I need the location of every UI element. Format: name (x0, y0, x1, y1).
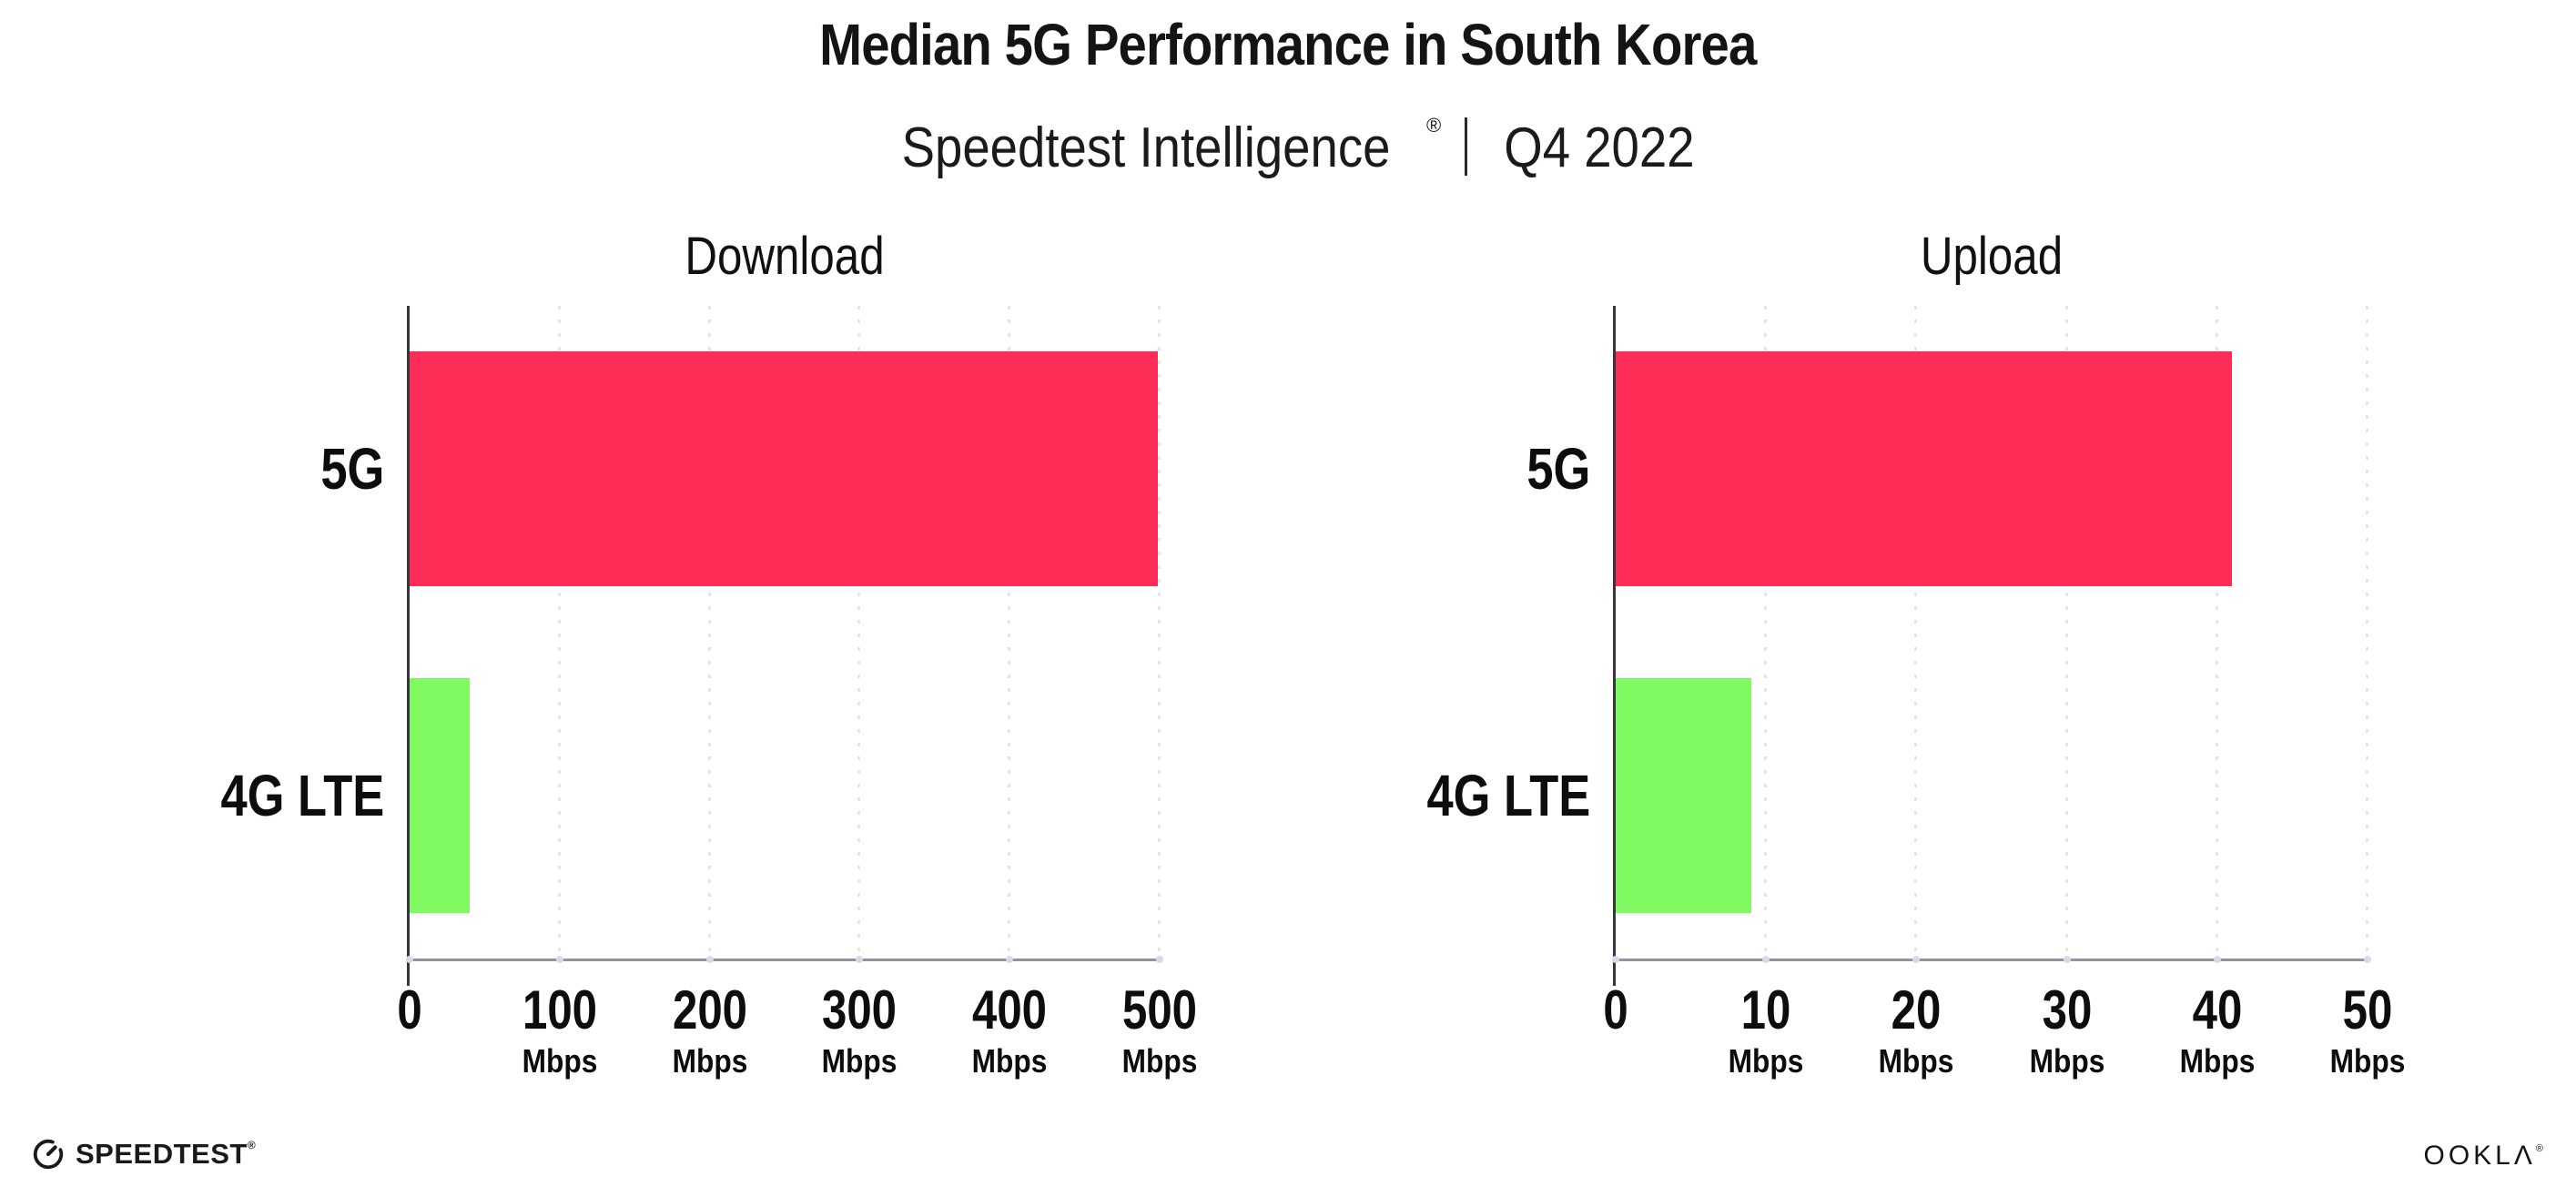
y-axis-label-5g: 5G (319, 436, 384, 502)
x-tick-100: 100 Mbps (514, 982, 605, 1079)
speedtest-registered-mark: ® (247, 1139, 257, 1151)
axis-tick-dot (1612, 956, 1619, 963)
gridline-50 (2366, 306, 2368, 959)
x-tick-unit: Mbps (822, 1042, 898, 1080)
bar-4g-lte-upload (1616, 678, 1751, 913)
x-tick-unit: Mbps (522, 1042, 598, 1080)
x-tick-300: 300 Mbps (814, 982, 905, 1079)
x-tick-unit: Mbps (1728, 1042, 1804, 1080)
x-tick-500: 500 Mbps (1114, 982, 1205, 1079)
subtitle-separator (1465, 117, 1468, 176)
gridline-10 (1764, 306, 1768, 959)
chart-title-download: Download (685, 227, 885, 286)
axis-tick-dot (1006, 956, 1014, 963)
page-title-text: Median 5G Performance in South Korea (819, 12, 1757, 77)
x-tick-20: 20 Mbps (1873, 982, 1959, 1079)
subtitle-brand: Speedtest Intelligence (901, 117, 1391, 179)
x-tick-200: 200 Mbps (664, 982, 756, 1079)
chart-title-upload: Upload (1920, 227, 2064, 286)
axis-tick-dot (1156, 956, 1163, 963)
x-tick-value: 0 (1603, 979, 1628, 1040)
x-tick-10: 10 Mbps (1723, 982, 1809, 1079)
ookla-registered-mark: ® (2535, 1143, 2543, 1154)
x-tick-0: 0 (394, 982, 424, 1079)
x-tick-unit: Mbps (971, 1042, 1048, 1080)
x-tick-0: 0 (1600, 982, 1630, 1079)
x-tick-value: 10 (1740, 979, 1791, 1040)
x-tick-value: 200 (672, 979, 747, 1040)
zero-tick-mark (407, 959, 410, 986)
gridline-20 (1914, 306, 1918, 959)
x-tick-value: 300 (822, 979, 898, 1040)
axis-tick-dot (2063, 956, 2071, 963)
axis-tick-dot (1912, 956, 1921, 963)
x-tick-value: 30 (2042, 979, 2092, 1040)
x-tick-unit (396, 1044, 422, 1079)
ookla-logo-text: OOKLΛ® (2423, 1141, 2543, 1171)
ookla-logo: OOKLΛ® (2423, 1141, 2543, 1172)
x-tick-unit: Mbps (1121, 1042, 1198, 1080)
header: Median 5G Performance in South Korea Spe… (0, 13, 2576, 181)
page-title: Median 5G Performance in South Korea (0, 13, 2576, 76)
x-tick-unit: Mbps (2329, 1042, 2406, 1080)
x-tick-unit: Mbps (1879, 1042, 1954, 1080)
gridline-300 (857, 306, 861, 959)
speedtest-wordmark: SPEEDTEST (76, 1138, 248, 1170)
gridline-100 (557, 306, 561, 959)
gridline-400 (1008, 306, 1011, 959)
x-tick-value: 500 (1121, 979, 1198, 1040)
registered-mark: ® (1426, 114, 1442, 137)
x-tick-value: 20 (1891, 979, 1942, 1040)
x-tick-30: 30 Mbps (2024, 982, 2110, 1079)
axis-tick-dot (2364, 956, 2371, 963)
x-tick-unit: Mbps (2029, 1042, 2104, 1080)
gridline-200 (707, 306, 711, 959)
x-tick-40: 40 Mbps (2175, 982, 2260, 1079)
x-tick-value: 40 (2192, 979, 2243, 1040)
gridline-30 (2064, 306, 2068, 959)
x-tick-value: 0 (397, 979, 422, 1040)
page-subtitle: Speedtest Intelligence ® Q4 2022 (0, 93, 2576, 181)
gridline-500 (1158, 306, 1161, 959)
axis-tick-dot (1762, 956, 1770, 963)
ookla-wordmark: OOKLΛ (2423, 1141, 2536, 1171)
axis-tick-dot (2213, 956, 2221, 963)
axis-tick-dot (705, 956, 714, 963)
gridline-40 (2215, 306, 2218, 959)
x-tick-unit (1602, 1044, 1628, 1079)
speedtest-gauge-icon (33, 1139, 64, 1170)
chart-upload: Upload 5G 4G LTE 0 10 Mbps 20 Mbps 30 (1426, 227, 2405, 1079)
axis-tick-dot (856, 956, 864, 963)
bar-5g-download (410, 351, 1159, 586)
x-tick-value: 100 (522, 979, 597, 1040)
speedtest-logo-text: SPEEDTEST® (76, 1138, 256, 1171)
zero-tick-mark (1613, 959, 1616, 986)
speedtest-logo: SPEEDTEST® (31, 1137, 256, 1172)
y-axis-label-5g: 5G (1526, 436, 1590, 502)
axis-tick-dot (406, 956, 413, 963)
bar-4g-lte-download (410, 678, 470, 913)
axis-tick-dot (555, 956, 563, 963)
x-tick-unit: Mbps (2179, 1042, 2256, 1080)
x-tick-value: 400 (972, 979, 1048, 1040)
subtitle-period: Q4 2022 (1504, 117, 1695, 179)
y-axis-label-4g-lte: 4G LTE (1426, 763, 1590, 828)
x-tick-50: 50 Mbps (2325, 982, 2410, 1079)
x-tick-value: 50 (2342, 979, 2393, 1040)
x-tick-unit: Mbps (672, 1042, 747, 1080)
x-tick-400: 400 Mbps (964, 982, 1055, 1079)
y-axis-label-4g-lte: 4G LTE (220, 763, 384, 828)
bar-5g-upload (1616, 351, 2233, 586)
chart-download: Download 5G 4G LTE 0 100 Mbps 200 Mbps (220, 227, 1197, 1079)
